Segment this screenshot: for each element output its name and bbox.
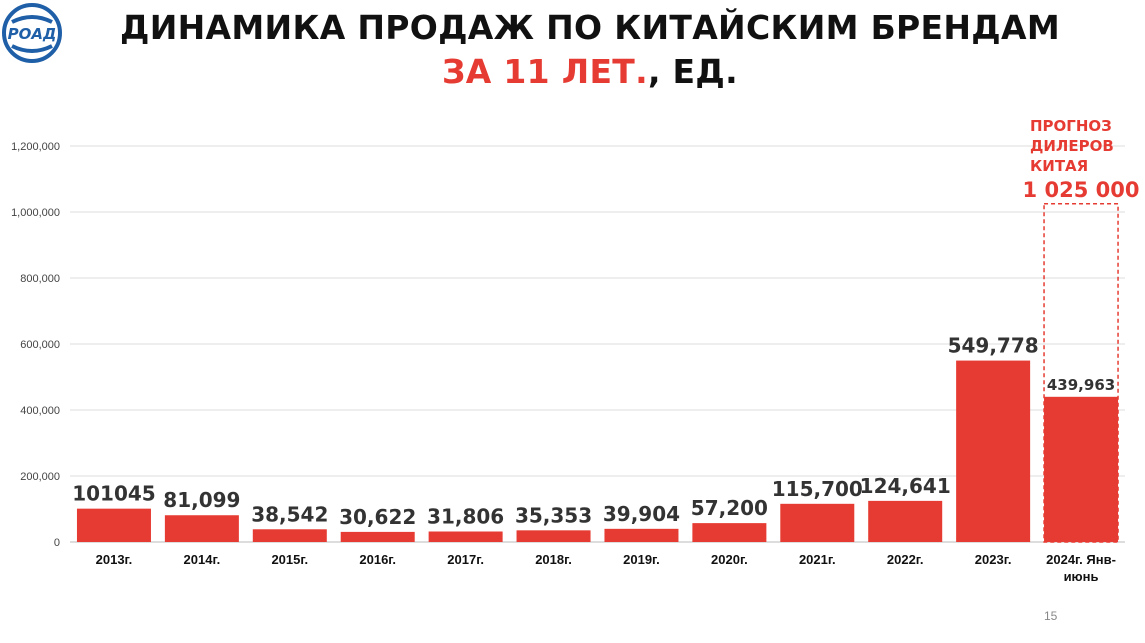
x-tick-label: 2019г. [623,552,660,567]
bar [604,528,679,542]
x-tick-label: 2024г. Янв- [1046,552,1116,567]
x-tick-label: 2013г. [96,552,133,567]
x-tick-label: 2014г. [184,552,221,567]
x-tick-label: 2021г. [799,552,836,567]
logo-arc-bottom [11,44,53,53]
y-tick-label: 400,000 [20,405,60,417]
chart-title-line1: ДИНАМИКА ПРОДАЖ ПО КИТАЙСКИМ БРЕНДАМ [120,8,1060,47]
x-tick-label: 2015г. [271,552,308,567]
bar [76,508,151,542]
page-number: 15 [1044,609,1058,623]
data-label: 81,099 [163,488,240,512]
bar [868,500,943,542]
chart-title: ДИНАМИКА ПРОДАЖ ПО КИТАЙСКИМ БРЕНДАМ [60,8,1120,47]
x-tick-label: 2016г. [359,552,396,567]
bar [340,531,415,542]
y-tick-label: 0 [54,537,60,549]
x-tick-label: 2020г. [711,552,748,567]
data-label: 124,641 [860,474,951,498]
x-tick-label: июнь [1064,569,1099,584]
data-label: 57,200 [691,496,768,520]
y-tick-label: 800,000 [20,273,60,285]
y-tick-label: 600,000 [20,339,60,351]
logo-arc-top [11,15,53,24]
bar [252,529,327,542]
road-logo: РОАД [2,3,62,63]
chart-title-accent: ЗА 11 ЛЕТ. [442,52,648,91]
data-label: 38,542 [251,502,328,526]
x-tick-label: 2018г. [535,552,572,567]
forecast-label: КИТАЯ [1030,157,1088,175]
data-label: 35,353 [515,503,592,527]
bar [1044,396,1119,542]
bar [516,530,591,542]
data-label: 115,700 [772,477,863,501]
data-label: 549,778 [948,334,1039,358]
logo-text: РОАД [8,25,57,43]
forecast-value: 1 025 000 [1023,178,1140,202]
x-tick-label: 2022г. [887,552,924,567]
y-tick-label: 200,000 [20,471,60,483]
data-label: 30,622 [339,505,416,529]
data-label: 31,806 [427,505,504,529]
forecast-label: ПРОГНОЗ [1030,117,1112,135]
bar [780,503,855,542]
y-tick-label: 1,200,000 [11,141,60,153]
bar [164,515,239,542]
data-label: 439,963 [1047,376,1115,394]
data-label: 39,904 [603,502,680,526]
bar [956,360,1031,542]
bar [428,531,503,542]
bar [692,523,767,542]
y-tick-label: 1,000,000 [11,207,60,219]
data-label: 101045 [72,482,156,506]
x-tick-label: 2017г. [447,552,484,567]
chart-title-units: , ЕД. [647,52,738,91]
forecast-label: ДИЛЕРОВ [1030,137,1114,155]
x-tick-label: 2023г. [975,552,1012,567]
chart-subtitle: ЗА 11 ЛЕТ., ЕД. [60,52,1120,91]
